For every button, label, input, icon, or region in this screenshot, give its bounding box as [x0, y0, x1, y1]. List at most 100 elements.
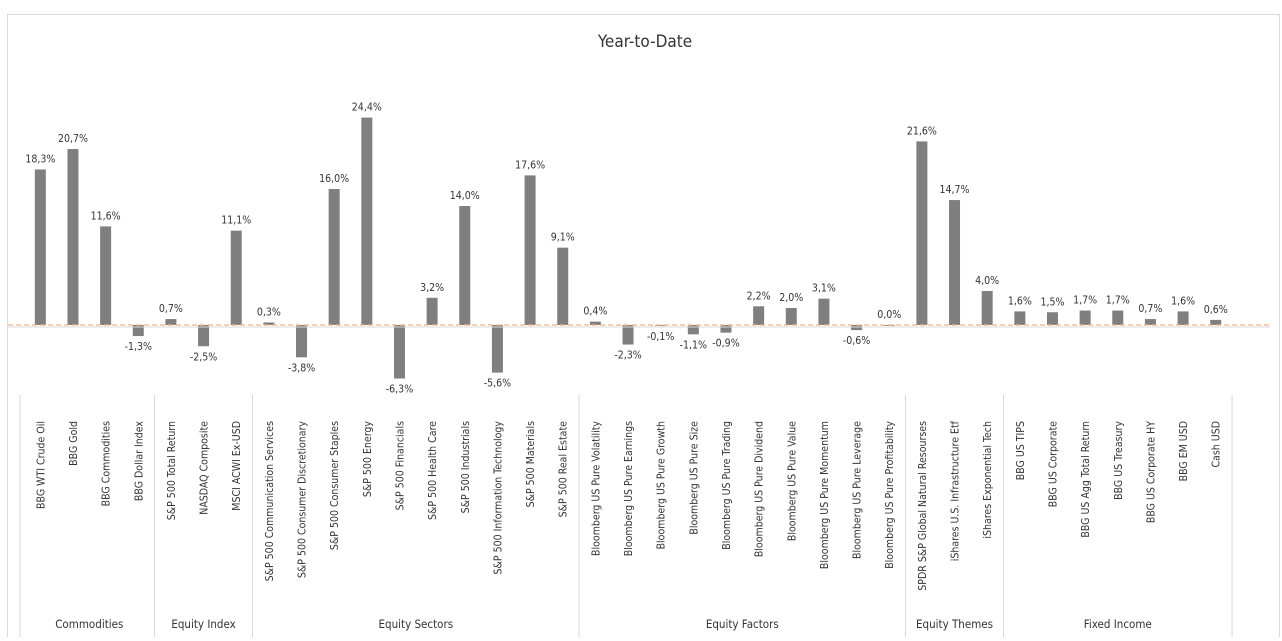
value-label-bbg-us-corporate-hy: 0,7%	[1138, 303, 1162, 315]
bar-bbg-commodities	[100, 226, 112, 325]
bar-bloomberg-us-pure-volatility	[589, 321, 601, 325]
bar-nasdaq-composite	[198, 325, 210, 347]
group-label-equity-factors: Equity Factors	[706, 617, 779, 631]
category-label-bloomberg-us-pure-profitability: Bloomberg US Pure Profitability	[884, 421, 896, 569]
category-label-bbg-commodities: BBG Commodities	[101, 421, 113, 506]
bar-bbg-us-tips	[1014, 311, 1026, 325]
bar-sandp-500-consumer-staples	[328, 189, 340, 325]
group-label-fixed-income: Fixed Income	[1084, 617, 1152, 631]
bar-bbg-wti-crude-oil	[34, 169, 46, 325]
group-label-equity-index: Equity Index	[171, 617, 235, 631]
value-label-bbg-dollar-index: -1,3%	[125, 341, 152, 353]
bar-bloomberg-us-pure-size	[687, 325, 699, 335]
bar-msci-acwi-ex-usd	[230, 230, 242, 325]
category-label-bbg-us-corporate: BBG US Corporate	[1047, 421, 1059, 507]
bar-bloomberg-us-pure-dividend	[753, 306, 765, 325]
value-label-bbg-gold: 20,7%	[58, 133, 88, 145]
bar-bbg-em-usd	[1177, 311, 1189, 325]
value-label-bbg-us-tips: 1,6%	[1008, 295, 1032, 307]
group-label-commodities: Commodities	[55, 617, 123, 631]
value-label-bloomberg-us-pure-leverage: -0,6%	[843, 335, 870, 347]
category-label-bloomberg-us-pure-dividend: Bloomberg US Pure Dividend	[754, 421, 766, 557]
bar-cash-usd	[1210, 319, 1222, 325]
value-label-bloomberg-us-pure-momentum: 3,1%	[812, 283, 836, 295]
category-label-cash-usd: Cash USD	[1211, 421, 1223, 468]
category-label-sandp-500-industrials: S&P 500 Industrials	[460, 421, 472, 513]
category-label-sandp-500-materials: S&P 500 Materials	[525, 421, 537, 507]
value-label-sandp-500-energy: 24,4%	[352, 102, 382, 114]
value-label-sandp-500-consumer-staples: 16,0%	[319, 173, 349, 185]
bar-ishares-exponential-tech	[981, 291, 993, 325]
value-label-bbg-commodities: 11,6%	[91, 210, 121, 222]
value-label-bloomberg-us-pure-growth: -0,1%	[647, 331, 674, 343]
value-label-bloomberg-us-pure-size: -1,1%	[680, 339, 707, 351]
chart-title: Year-to-Date	[597, 32, 692, 52]
category-label-ishares-u-s-infrastructure-etf: iShares U.S. Infrastructure Etf	[950, 420, 962, 561]
category-label-nasdaq-composite: NASDAQ Composite	[199, 421, 211, 515]
bar-sandp-500-consumer-discretionary	[296, 325, 308, 358]
value-label-bloomberg-us-pure-profitability: 0,0%	[877, 309, 901, 321]
bar-bbg-gold	[67, 149, 79, 325]
bar-bloomberg-us-pure-value	[785, 308, 797, 325]
value-label-bloomberg-us-pure-trading: -0,9%	[712, 338, 739, 350]
bar-spdr-sandp-global-natural-resourses	[916, 141, 928, 325]
group-label-equity-themes: Equity Themes	[916, 617, 993, 631]
category-label-bloomberg-us-pure-leverage: Bloomberg US Pure Leverage	[852, 421, 864, 559]
category-label-sandp-500-consumer-staples: S&P 500 Consumer Staples	[329, 421, 341, 550]
category-label-bloomberg-us-pure-trading: Bloomberg US Pure Trading	[721, 421, 733, 550]
bar-sandp-500-communication-services	[263, 322, 275, 325]
bar-sandp-500-information-technology	[491, 325, 503, 373]
value-label-bbg-us-corporate: 1,5%	[1040, 296, 1064, 308]
bar-bbg-us-corporate-hy	[1144, 319, 1156, 325]
category-label-msci-acwi-ex-usd: MSCI ACWI Ex-USD	[231, 421, 243, 511]
bar-sandp-500-industrials	[459, 206, 471, 325]
bar-bbg-dollar-index	[132, 325, 144, 337]
value-label-sandp-500-industrials: 14,0%	[450, 190, 480, 202]
category-label-bloomberg-us-pure-value: Bloomberg US Pure Value	[786, 421, 798, 541]
category-label-sandp-500-energy: S&P 500 Energy	[362, 421, 374, 498]
category-label-bbg-us-corporate-hy: BBG US Corporate HY	[1145, 421, 1157, 523]
value-label-sandp-500-information-technology: -5,6%	[484, 378, 511, 390]
chart-border	[7, 14, 1280, 641]
category-label-bloomberg-us-pure-earnings: Bloomberg US Pure Earnings	[623, 421, 635, 556]
bar-sandp-500-health-care	[426, 297, 438, 325]
value-label-ishares-exponential-tech: 4,0%	[975, 275, 999, 287]
category-label-bloomberg-us-pure-momentum: Bloomberg US Pure Momentum	[819, 421, 831, 569]
group-label-equity-sectors: Equity Sectors	[378, 617, 453, 631]
value-label-bloomberg-us-pure-volatility: 0,4%	[583, 306, 607, 318]
value-label-sandp-500-health-care: 3,2%	[420, 282, 444, 294]
category-label-ishares-exponential-tech: iShares Exponential Tech	[982, 421, 994, 539]
value-label-ishares-u-s-infrastructure-etf: 14,7%	[940, 184, 970, 196]
bar-ishares-u-s-infrastructure-etf	[949, 200, 961, 325]
value-label-sandp-500-communication-services: 0,3%	[257, 306, 281, 318]
value-label-sandp-500-consumer-discretionary: -3,8%	[288, 362, 315, 374]
category-label-sandp-500-real-estate: S&P 500 Real Estate	[558, 421, 570, 517]
value-label-bbg-wti-crude-oil: 18,3%	[25, 153, 55, 165]
value-label-sandp-500-financials: -6,3%	[386, 384, 413, 396]
category-label-bloomberg-us-pure-size: Bloomberg US Pure Size	[688, 421, 700, 535]
category-label-spdr-sandp-global-natural-resourses: SPDR S&P Global Natural Resourses	[917, 421, 929, 591]
bar-bloomberg-us-pure-earnings	[622, 325, 634, 345]
category-label-bloomberg-us-pure-volatility: Bloomberg US Pure Volatility	[590, 421, 602, 556]
category-label-sandp-500-information-technology: S&P 500 Information Technology	[492, 421, 504, 575]
bar-bloomberg-us-pure-trading	[720, 325, 732, 333]
bar-sandp-500-financials	[393, 325, 405, 379]
category-label-sandp-500-communication-services: S&P 500 Communication Services	[264, 421, 276, 581]
group-labels-layer: Commodities Equity Index Equity Sectors Equ…	[19, 395, 1233, 637]
value-label-sandp-500-total-return: 0,7%	[159, 303, 183, 315]
value-label-sandp-500-materials: 17,6%	[515, 159, 545, 171]
category-label-bbg-em-usd: BBG EM USD	[1178, 421, 1190, 481]
bar-sandp-500-total-return	[165, 319, 177, 325]
bar-bbg-us-agg-total-return	[1079, 310, 1091, 325]
bar-sandp-500-materials	[524, 175, 536, 325]
bar-bloomberg-us-pure-leverage	[851, 325, 863, 331]
category-label-bloomberg-us-pure-growth: Bloomberg US Pure Growth	[656, 421, 668, 549]
bar-bloomberg-us-pure-momentum	[818, 298, 830, 325]
value-label-bbg-us-agg-total-return: 1,7%	[1073, 295, 1097, 307]
value-label-bbg-us-treasury: 1,7%	[1106, 295, 1130, 307]
value-label-bloomberg-us-pure-value: 2,0%	[779, 292, 803, 304]
value-label-bloomberg-us-pure-dividend: 2,2%	[747, 290, 771, 302]
value-label-sandp-500-real-estate: 9,1%	[551, 232, 575, 244]
category-label-bbg-gold: BBG Gold	[68, 421, 80, 466]
